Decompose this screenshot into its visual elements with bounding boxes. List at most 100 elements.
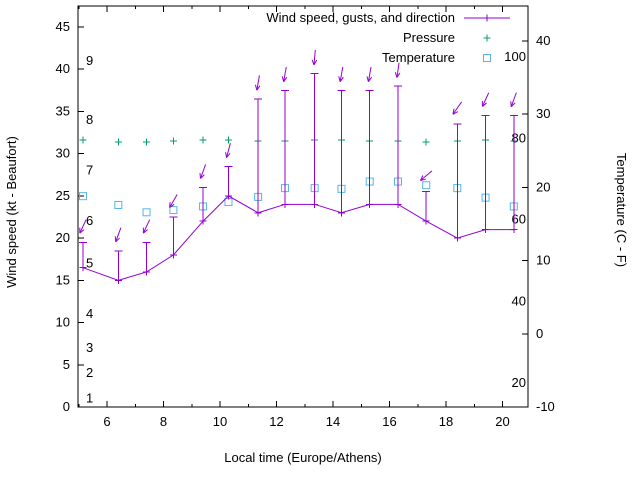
- y-left-tick-label: 0: [63, 399, 70, 414]
- wind-speed-marker: [143, 268, 151, 276]
- wind-speed-marker: [482, 226, 490, 234]
- pressure-marker: [114, 138, 122, 146]
- wind-direction-arrow: [338, 66, 344, 83]
- fahrenheit-scale-label: 80: [512, 130, 526, 145]
- y-left-tick-label: 25: [56, 188, 70, 203]
- wind-speed-marker: [281, 200, 289, 208]
- y-right-tick-label: 0: [536, 326, 543, 341]
- y-left-tick-label: 20: [56, 230, 70, 245]
- pressure-marker: [79, 136, 87, 144]
- plot-area: 6 8 10 12 14 16 18 20051015202530354045-1001020…: [56, 5, 555, 429]
- wind-speed-marker: [510, 226, 518, 234]
- legend-label-temperature: Temperature: [382, 50, 455, 65]
- x-tick-label: 14: [326, 414, 340, 429]
- fahrenheit-scale-label: 40: [512, 294, 526, 309]
- beaufort-scale-label: 2: [86, 365, 93, 380]
- wind-speed-marker: [366, 200, 374, 208]
- wind-direction-arrow: [169, 194, 178, 208]
- x-tick-label: 20: [495, 414, 509, 429]
- wind-direction-arrow: [452, 101, 463, 115]
- wind-speed-marker: [224, 192, 232, 200]
- wind-speed-marker: [199, 217, 207, 225]
- pressure-marker: [169, 137, 177, 145]
- temperature-marker: [114, 200, 123, 209]
- temperature-marker: [78, 192, 87, 201]
- wind-speed-marker: [79, 264, 87, 272]
- wind-speed-marker: [337, 209, 345, 217]
- legend-label-pressure: Pressure: [403, 30, 455, 45]
- pressure-marker: [143, 138, 151, 146]
- fahrenheit-scale-label: 60: [512, 212, 526, 227]
- y-right-tick-label: 30: [536, 106, 550, 121]
- x-tick-label: 12: [269, 414, 283, 429]
- wind-direction-arrow: [199, 164, 207, 179]
- fahrenheit-scale-label: 20: [512, 375, 526, 390]
- wind-speed-marker: [254, 209, 262, 217]
- x-tick-label: 8: [160, 414, 167, 429]
- y-left-tick-label: 35: [56, 103, 70, 118]
- plot-border: [77, 5, 529, 408]
- wind-direction-arrows: [79, 49, 517, 243]
- wind-direction-arrow: [79, 219, 87, 234]
- pressure-marker: [224, 136, 232, 144]
- wind-direction-arrow: [114, 227, 122, 243]
- temperature-marker: [422, 181, 431, 190]
- temperature-marker: [169, 206, 178, 215]
- y-right-tick-label: 10: [536, 253, 550, 268]
- y-axis-label-right: Temperature (C - F): [614, 153, 629, 267]
- beaufort-scale-label: 5: [86, 255, 93, 270]
- legend: Wind speed, gusts, and direction Pressur…: [266, 10, 510, 65]
- y-left-tick-label: 15: [56, 272, 70, 287]
- wind-speed-marker: [453, 234, 461, 242]
- wind-direction-arrow: [142, 219, 151, 234]
- x-axis-label: Local time (Europe/Athens): [224, 450, 382, 465]
- beaufort-scale-label: 4: [86, 306, 93, 321]
- wind-direction-arrow: [420, 170, 433, 181]
- y-left-tick-label: 5: [63, 357, 70, 372]
- wind-speed-marker: [394, 200, 402, 208]
- pressure-marker: [422, 138, 430, 146]
- wind-direction-arrow: [225, 142, 231, 158]
- y-left-tick-label: 30: [56, 146, 70, 161]
- wind-speed-marker: [169, 251, 177, 259]
- legend-temperature-marker: [483, 54, 491, 62]
- wind-direction-arrow: [254, 75, 261, 91]
- y-left-tick-label: 10: [56, 315, 70, 330]
- beaufort-scale-label: 8: [86, 112, 93, 127]
- wind-direction-arrow: [366, 66, 372, 83]
- beaufort-scale-label: 9: [86, 53, 93, 68]
- beaufort-scale-label: 6: [86, 213, 93, 228]
- wind-speed-line: [82, 195, 514, 281]
- wind-speed-marker: [422, 217, 430, 225]
- y-right-tick-label: 40: [536, 33, 550, 48]
- temperature-series: [78, 177, 518, 217]
- x-tick-label: 6: [103, 414, 110, 429]
- wind-speed-points: [79, 192, 518, 284]
- legend-markers: [464, 14, 510, 62]
- wind-direction-arrow: [311, 49, 318, 66]
- y-right-tick-label: 20: [536, 179, 550, 194]
- wind-direction-arrow: [281, 66, 288, 83]
- y-left-tick-label: 45: [56, 19, 70, 34]
- legend-label-wind: Wind speed, gusts, and direction: [266, 10, 455, 25]
- wind-direction-arrow: [394, 62, 401, 78]
- x-tick-label: 10: [213, 414, 227, 429]
- temperature-marker: [224, 198, 233, 207]
- pressure-series: [79, 136, 518, 146]
- y-right-tick-label: -10: [536, 399, 555, 414]
- gust-errorbars: [78, 72, 518, 281]
- beaufort-scale-label: 7: [86, 163, 93, 178]
- wind-speed-marker: [311, 200, 319, 208]
- temperature-marker: [142, 208, 151, 217]
- legend-wind-marker: [483, 14, 491, 22]
- x-tick-label: 18: [439, 414, 453, 429]
- y-axis-label-left: Wind speed (kt - Beaufort): [4, 136, 19, 288]
- y-left-tick-label: 40: [56, 61, 70, 76]
- wind-direction-arrow: [510, 92, 517, 108]
- legend-pressure-marker: [483, 34, 491, 42]
- x-tick-label: 16: [382, 414, 396, 429]
- wind-speed-marker: [114, 276, 122, 284]
- beaufort-scale-label: 1: [86, 391, 93, 406]
